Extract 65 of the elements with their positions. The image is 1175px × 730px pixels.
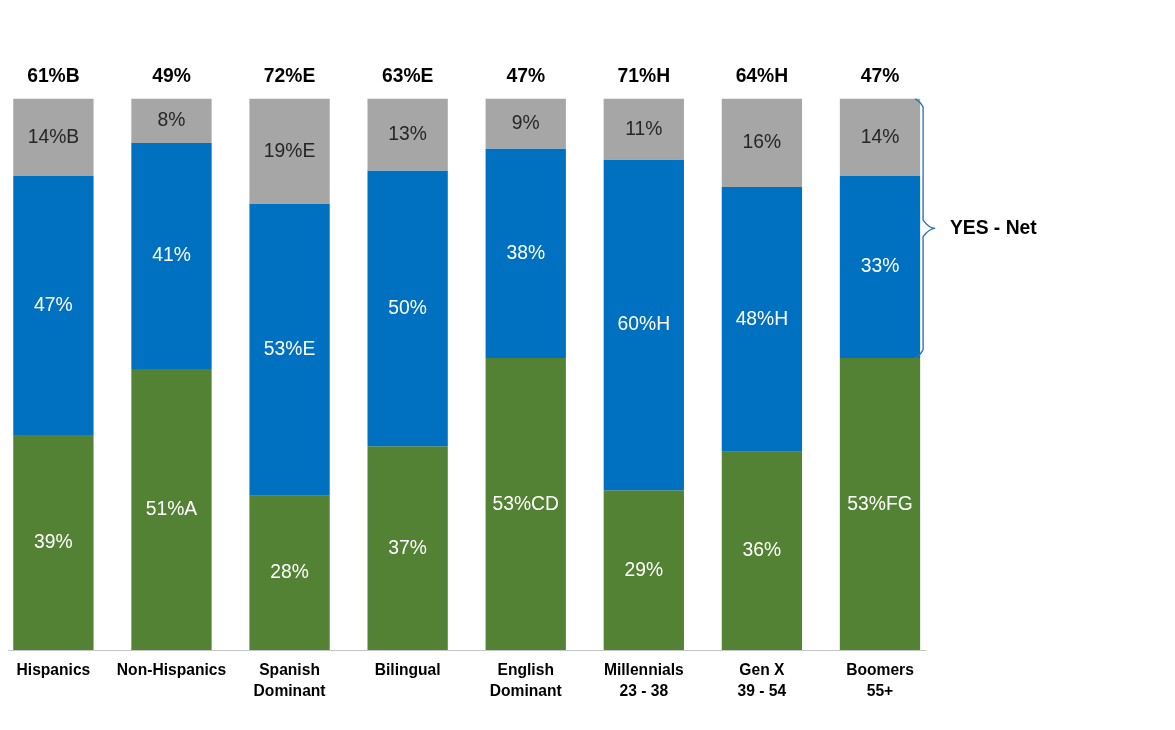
bar [249,495,330,651]
data-label: 47% [34,294,73,316]
bar [131,98,212,143]
x-tick-label: Spanish Dominant [253,661,326,699]
data-label: 28% [270,561,309,583]
x-tick-label: Hispanics [16,661,91,679]
data-label: 8% [157,109,186,131]
annotation: 71%H [617,65,671,87]
data-label: 16% [742,131,782,153]
data-label: 14% [860,125,900,147]
data-label: 53%CD [492,492,559,514]
bar [485,148,566,358]
x-tick-label: Millennials 23 - 38 [603,661,685,699]
data-label: 36% [742,539,782,561]
data-label: 29% [624,558,664,580]
x-tick-label: Boomers 55+ [846,661,915,699]
x-tick-label: Bilingual [374,661,441,679]
bar [721,98,803,188]
bar [603,490,684,651]
bar [13,435,94,651]
bar [249,98,330,204]
bar [485,98,566,149]
data-label: 60%H [617,313,671,335]
bar [603,159,684,491]
bar [603,98,684,160]
bar [13,176,94,436]
bar [13,98,94,177]
bar [485,357,566,651]
data-label: 39% [34,531,73,553]
data-label: 9% [511,112,540,134]
data-label: 48%H [735,307,789,329]
data-label: 38% [506,241,546,263]
bar [839,357,921,651]
data-label: 37% [388,536,427,558]
data-label: 13% [388,123,427,145]
data-label: 14%B [27,125,80,147]
data-label: 53%E [263,338,316,360]
data-label: 33% [860,255,900,277]
data-label: 51%A [145,498,198,520]
annotation: 64%H [735,65,789,87]
bar [721,187,803,452]
annotation: 49% [152,65,191,87]
annotation: 47% [860,65,900,87]
data-label: 19%E [263,139,316,161]
bar [131,142,212,369]
x-tick-label: Gen X 39 - 54 [737,661,787,699]
x-tick-label: Non-Hispanics [116,661,227,679]
bar [721,451,803,651]
bar [131,368,212,651]
bar [839,176,921,358]
bar [367,446,448,651]
annotation: 47% [506,65,546,87]
data-label: 11% [625,117,663,139]
bar [839,98,921,177]
bar [367,170,448,447]
annotation: 63%E [381,65,434,87]
x-tick-label: English Dominant [489,661,562,699]
annotation: 61%B [27,65,80,87]
data-label: 50% [388,296,427,318]
annotation: 72%E [263,65,316,87]
data-label: 53%FG [847,492,913,514]
bar [367,98,448,171]
bar [249,203,330,496]
text: YES - Net [949,216,1038,238]
data-label: 41% [152,244,191,266]
